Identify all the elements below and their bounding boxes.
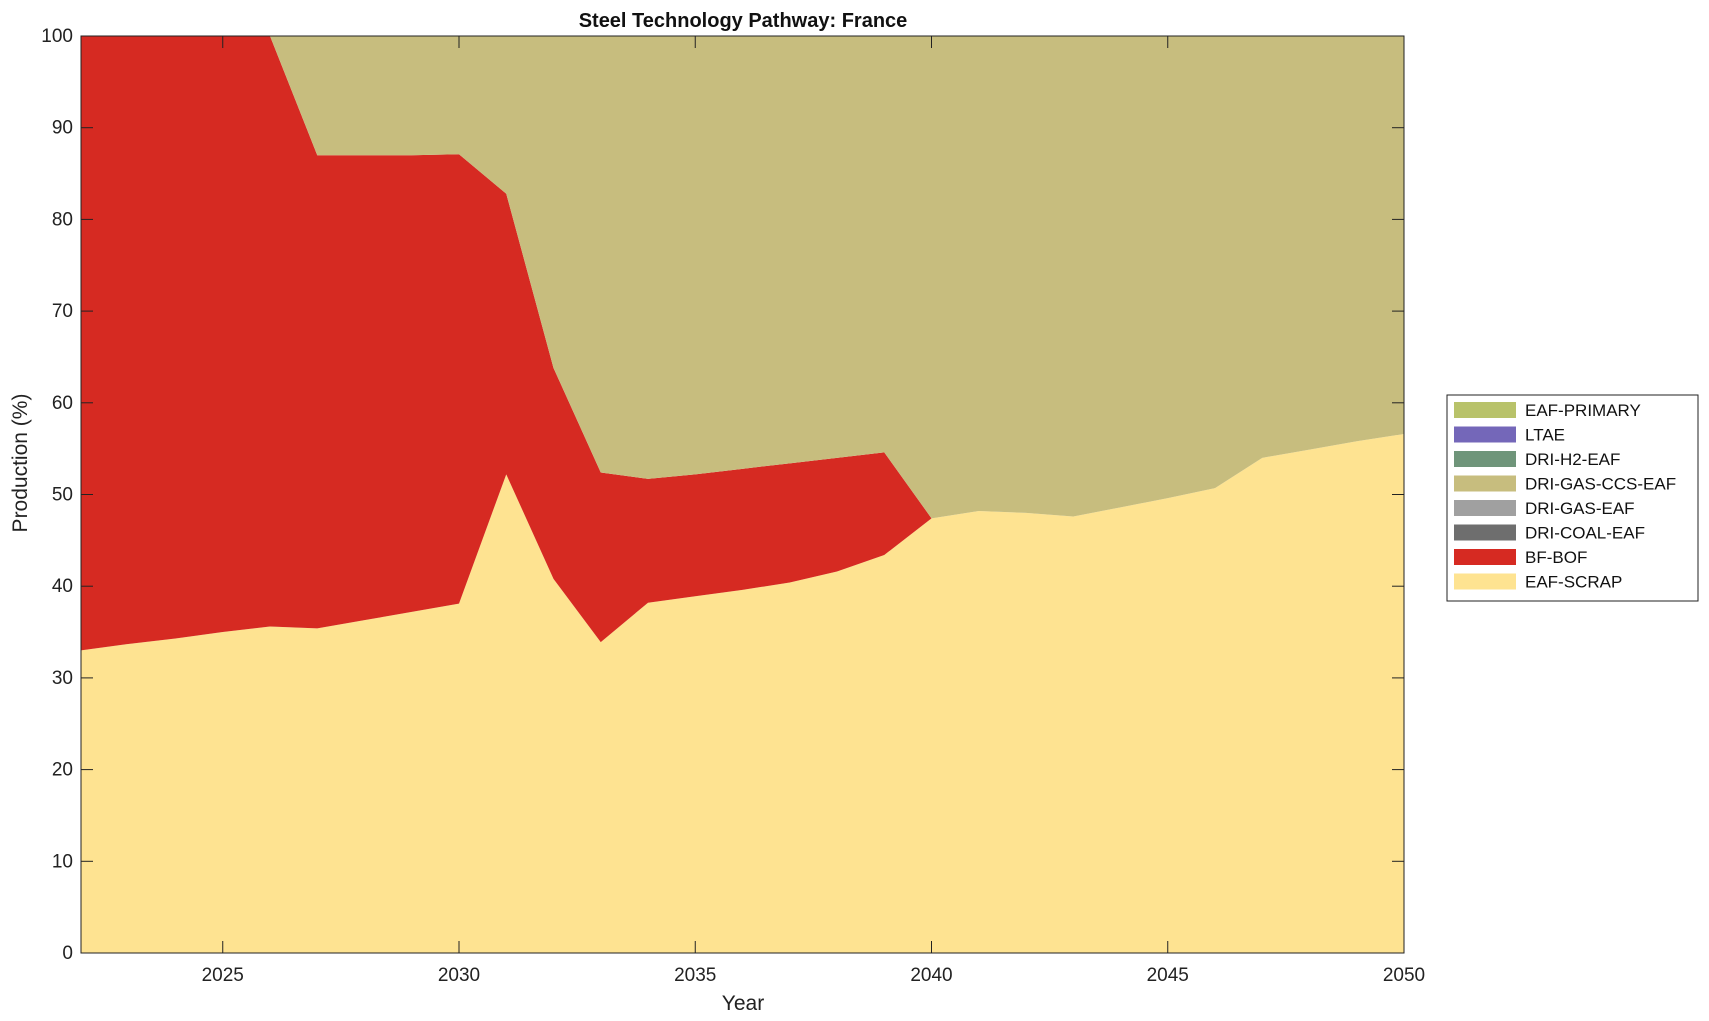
y-tick-label: 80 bbox=[52, 209, 73, 230]
y-tick-label: 10 bbox=[52, 851, 73, 872]
y-tick-label: 60 bbox=[52, 393, 73, 414]
x-tick-label: 2030 bbox=[438, 965, 480, 986]
area-series-group bbox=[81, 36, 1404, 954]
area-bf-bof bbox=[81, 36, 1404, 651]
y-tick-label: 90 bbox=[52, 118, 73, 139]
x-tick-label: 2050 bbox=[1383, 965, 1425, 986]
y-axis-title: Production (%) bbox=[9, 394, 32, 533]
x-tick-label: 2025 bbox=[202, 965, 244, 986]
y-tick-label: 70 bbox=[52, 301, 73, 322]
legend-label-ltae: LTAE bbox=[1525, 426, 1565, 445]
legend-label-eaf-primary: EAF-PRIMARY bbox=[1525, 401, 1641, 420]
legend-swatch-dri-coal-eaf bbox=[1454, 524, 1516, 541]
legend-label-dri-coal-eaf: DRI-COAL-EAF bbox=[1525, 524, 1645, 543]
x-tick-label: 2045 bbox=[1147, 965, 1189, 986]
legend-swatch-dri-gas-eaf bbox=[1454, 500, 1516, 516]
x-tick-label: 2035 bbox=[674, 965, 716, 986]
legend-label-bf-bof: BF-BOF bbox=[1525, 548, 1587, 567]
legend-swatch-dri-h2-eaf bbox=[1454, 451, 1516, 467]
y-tick-label: 20 bbox=[52, 760, 73, 781]
legend-swatch-eaf-primary bbox=[1454, 402, 1516, 418]
y-tick-label: 100 bbox=[41, 26, 73, 47]
y-tick-label: 40 bbox=[52, 576, 73, 597]
legend-label-dri-gas-eaf: DRI-GAS-EAF bbox=[1525, 499, 1635, 518]
legend-label-eaf-scrap: EAF-SCRAP bbox=[1525, 573, 1622, 592]
y-tick-label: 30 bbox=[52, 668, 73, 689]
chart-title: Steel Technology Pathway: France bbox=[579, 10, 908, 32]
legend: EAF-PRIMARY LTAE DRI-H2-EAF DRI-GAS-CCS-EAF… bbox=[1446, 394, 1699, 602]
legend-swatch-eaf-scrap bbox=[1454, 573, 1516, 590]
legend-box bbox=[1446, 394, 1699, 602]
legend-swatch-dri-gas-ccs-eaf bbox=[1454, 475, 1516, 492]
y-tick-label: 0 bbox=[62, 943, 73, 964]
legend-swatch-bf-bof bbox=[1454, 549, 1516, 565]
legend-label-dri-gas-ccs-eaf: DRI-GAS-CCS-EAF bbox=[1525, 475, 1676, 494]
legend-label-dri-h2-eaf: DRI-H2-EAF bbox=[1525, 450, 1620, 469]
y-tick-label: 50 bbox=[52, 485, 73, 506]
legend-swatch-ltae bbox=[1454, 426, 1516, 443]
area-dri-gas-ccs-eaf bbox=[81, 36, 1404, 519]
x-tick-label: 2040 bbox=[910, 965, 952, 986]
x-axis-title: Year bbox=[722, 992, 764, 1015]
area-eaf-scrap bbox=[81, 433, 1404, 954]
